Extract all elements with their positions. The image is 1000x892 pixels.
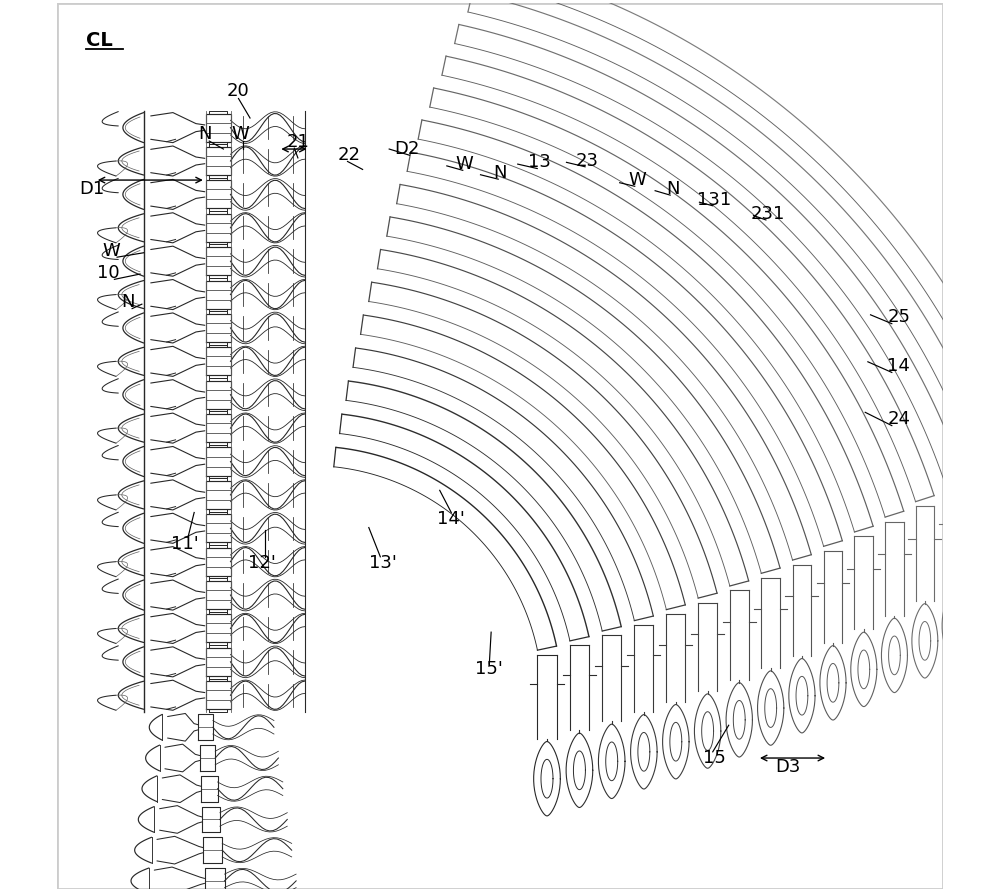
Text: W: W (629, 171, 646, 189)
Text: W: W (103, 242, 121, 260)
Text: 14: 14 (887, 357, 910, 376)
Text: 13': 13' (369, 554, 397, 572)
Text: 15': 15' (475, 660, 503, 679)
Text: 20: 20 (227, 82, 250, 101)
Text: N: N (493, 164, 507, 182)
Text: 14': 14' (437, 509, 465, 528)
Text: D1: D1 (80, 180, 105, 198)
Text: 15: 15 (703, 749, 726, 767)
Text: 25: 25 (887, 309, 910, 326)
Text: 131: 131 (697, 191, 732, 209)
Text: W: W (231, 125, 249, 143)
Text: 12': 12' (248, 554, 276, 572)
Text: 13: 13 (528, 153, 551, 171)
Text: 10: 10 (97, 264, 120, 282)
Text: N: N (121, 293, 134, 311)
Text: N: N (198, 125, 212, 143)
Text: 22: 22 (338, 146, 361, 164)
Text: 23: 23 (575, 152, 598, 169)
Text: CL: CL (86, 30, 113, 50)
Text: 11': 11' (171, 534, 199, 552)
Text: N: N (666, 180, 680, 198)
Text: D3: D3 (775, 758, 801, 776)
Text: 24: 24 (887, 410, 910, 428)
Text: 231: 231 (751, 205, 785, 223)
Text: 21: 21 (286, 133, 309, 151)
Text: W: W (456, 155, 473, 173)
Text: D2: D2 (394, 140, 420, 158)
